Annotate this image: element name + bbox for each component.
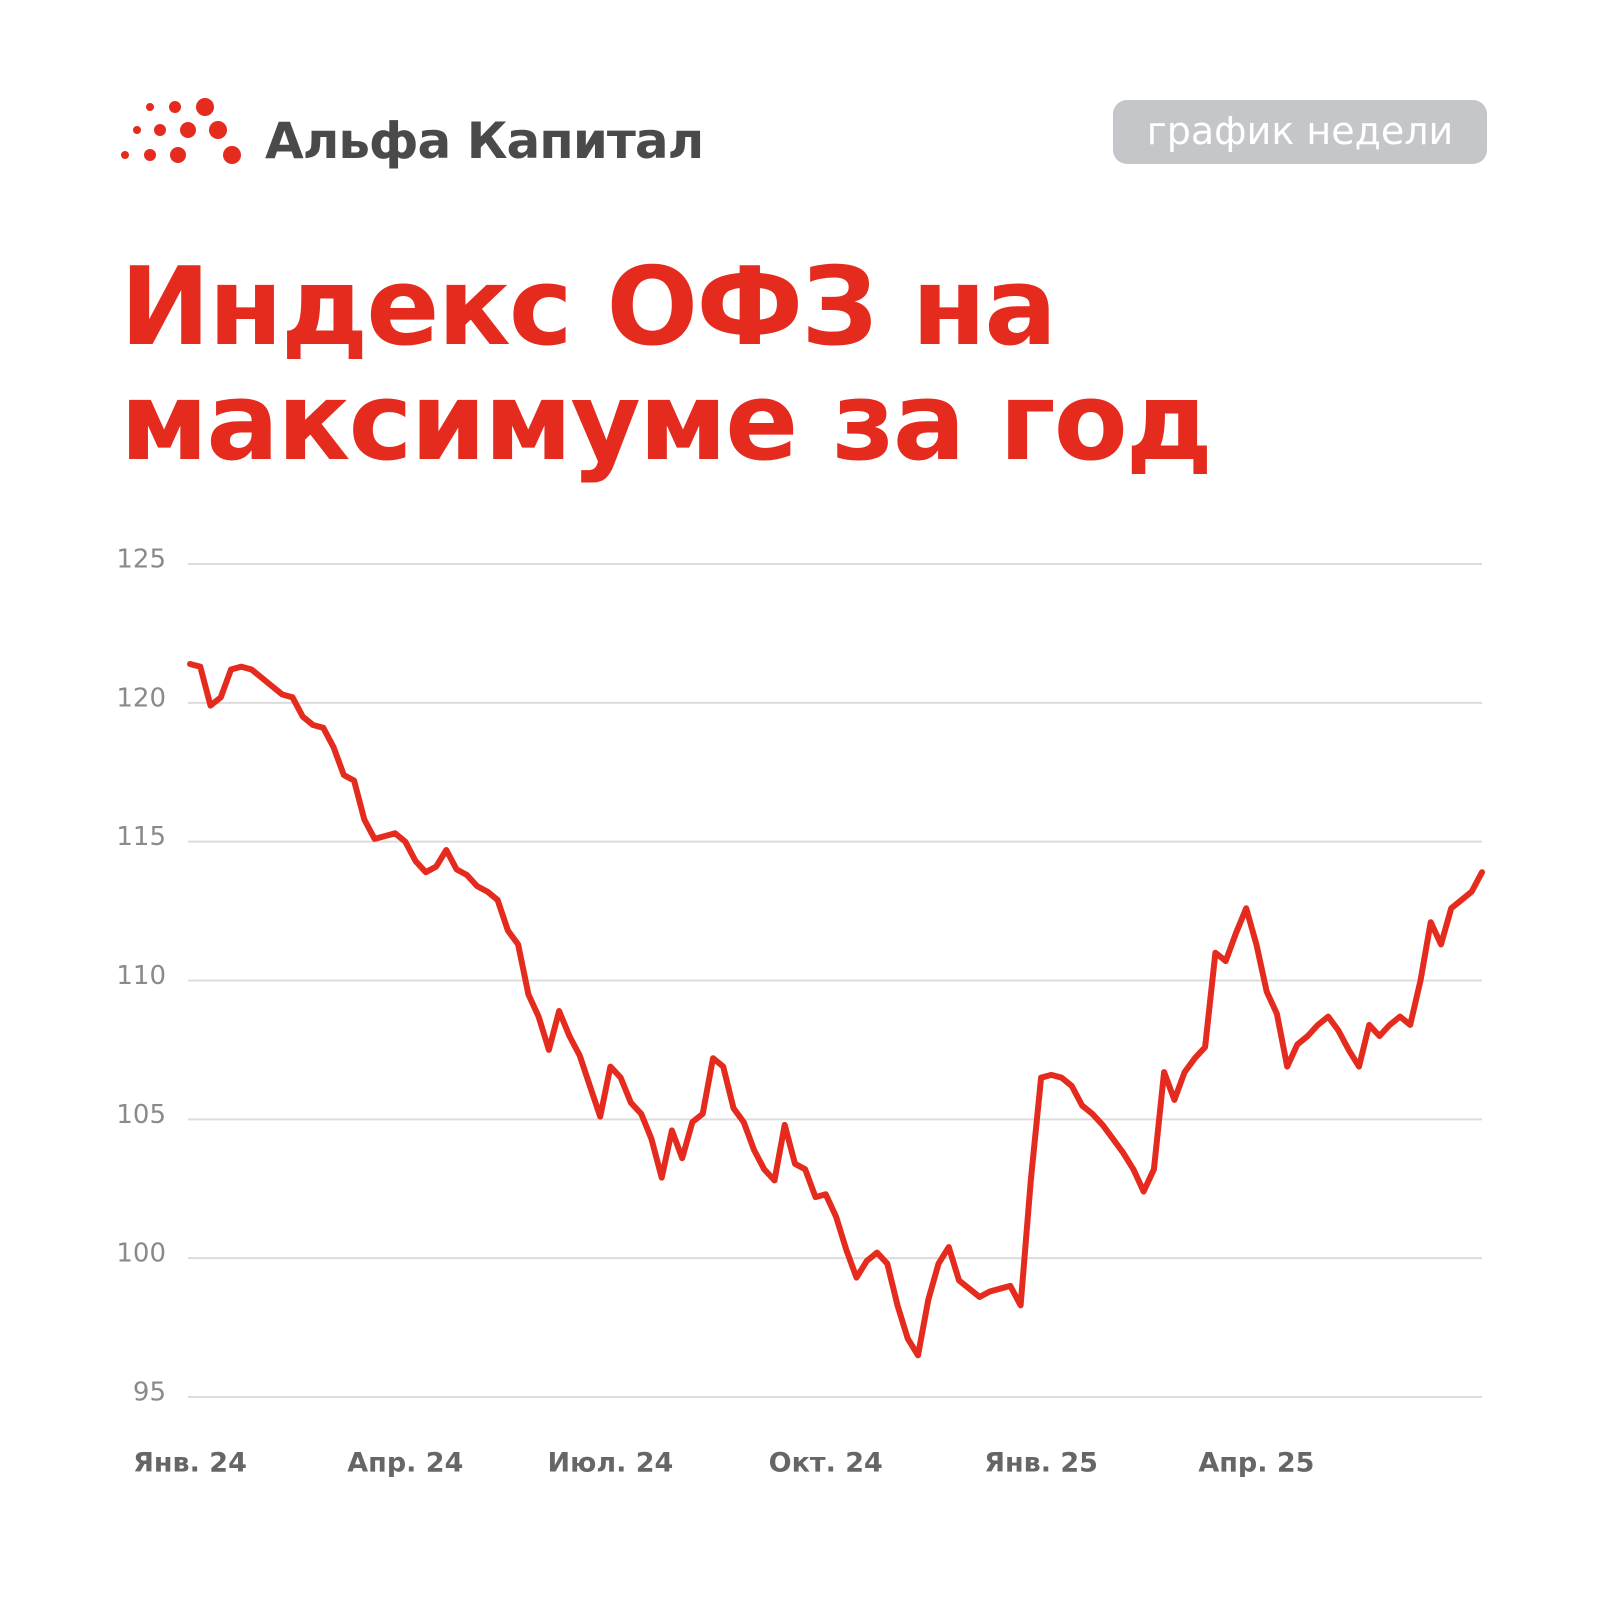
y-tick-label: 115 bbox=[116, 822, 166, 852]
y-tick-label: 125 bbox=[116, 545, 166, 575]
x-tick-label: Янв. 24 bbox=[133, 1448, 247, 1479]
logo bbox=[121, 98, 241, 164]
x-tick-label: Окт. 24 bbox=[769, 1448, 883, 1479]
y-tick-label: 120 bbox=[116, 683, 166, 713]
x-tick-label: Янв. 25 bbox=[984, 1448, 1098, 1479]
y-tick-label: 110 bbox=[116, 961, 166, 991]
chart-title: максимуме за год bbox=[120, 360, 1213, 485]
x-tick-label: Апр. 24 bbox=[347, 1448, 463, 1479]
x-tick-label: Апр. 25 bbox=[1198, 1448, 1314, 1479]
badge: график недели bbox=[1113, 100, 1487, 164]
y-tick-label: 100 bbox=[116, 1239, 166, 1269]
brand: Альфа Капитал bbox=[265, 112, 704, 170]
y-tick-label: 105 bbox=[116, 1100, 166, 1130]
chart-title: Индекс ОФЗ на bbox=[120, 245, 1057, 370]
line bbox=[187, 661, 1485, 1359]
x-tick-label: Июл. 24 bbox=[547, 1448, 673, 1479]
y-tick-label: 95 bbox=[133, 1378, 166, 1408]
